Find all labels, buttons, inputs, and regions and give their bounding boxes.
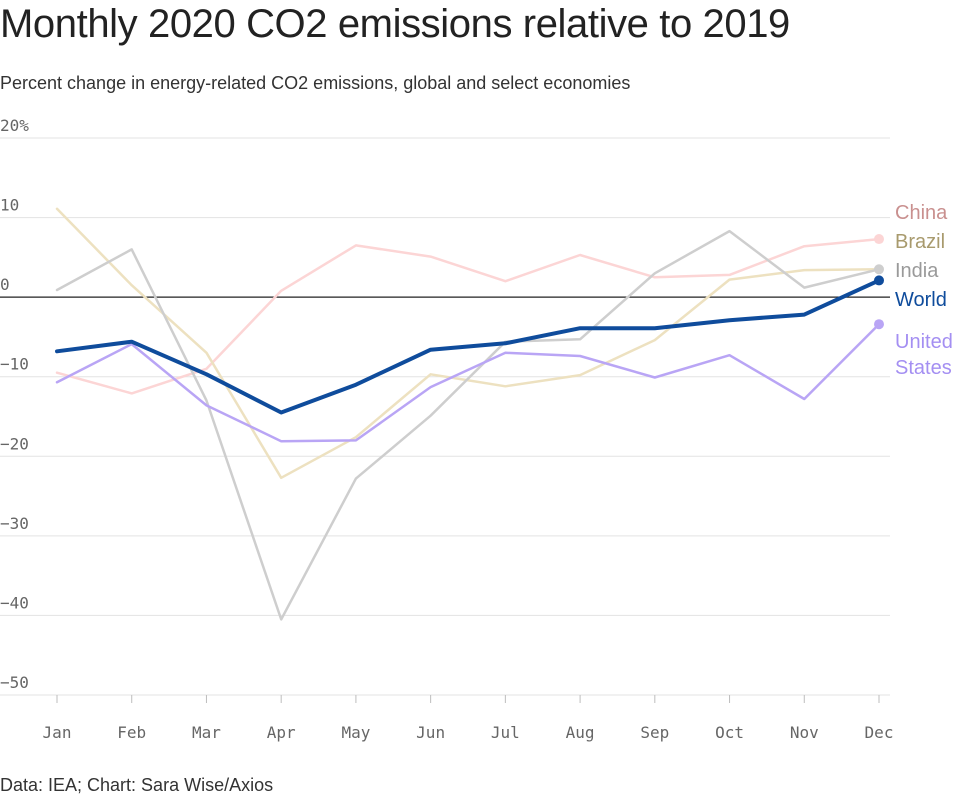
chart-title: Monthly 2020 CO2 emissions relative to 2… <box>0 2 790 46</box>
x-tick-label: May <box>341 723 370 742</box>
series-lines <box>55 207 881 621</box>
y-tick-label: −50 <box>0 673 29 692</box>
series-line-brazil <box>55 207 881 480</box>
series-label-united-states: States <box>895 357 952 379</box>
series-line-world <box>55 278 881 415</box>
x-axis-ticks: Jan Feb Mar Apr May Jun Jul Aug Sep Oct Nov Dec <box>43 695 894 742</box>
series-label-china: China <box>895 202 948 224</box>
x-tick-label: Sep <box>640 723 669 742</box>
x-tick-label: Jan <box>43 723 72 742</box>
grid-lines <box>0 137 890 696</box>
x-tick-label: Nov <box>790 723 819 742</box>
series-end-markers <box>874 234 884 330</box>
y-tick-label: −10 <box>0 355 29 374</box>
series-label-world: World <box>895 289 947 311</box>
x-tick-label: Apr <box>267 723 296 742</box>
x-tick-label: Dec <box>865 723 894 742</box>
series-line-united-states <box>55 322 881 443</box>
end-marker-china <box>874 234 884 245</box>
x-tick-label: Oct <box>715 723 744 742</box>
end-marker-india <box>874 264 884 275</box>
series-line-india <box>55 229 881 621</box>
series-label-india: India <box>895 260 939 282</box>
series-label-brazil: Brazil <box>895 231 945 253</box>
series-labels: China Brazil India United States World <box>895 202 953 379</box>
y-axis-ticks: 20% 10 0 −10 −20 −30 −40 −50 <box>0 116 29 692</box>
y-tick-label: −20 <box>0 434 29 453</box>
chart-subtitle: Percent change in energy-related CO2 emi… <box>0 73 631 93</box>
end-marker-united-states <box>874 319 884 330</box>
y-tick-label: −40 <box>0 593 29 612</box>
y-tick-label: 0 <box>0 275 10 294</box>
x-tick-label: Feb <box>117 723 146 742</box>
x-tick-label: Jul <box>491 723 520 742</box>
x-tick-label: Mar <box>192 723 221 742</box>
y-tick-label: 10 <box>0 196 19 215</box>
x-tick-label: Aug <box>566 723 595 742</box>
y-tick-label: −30 <box>0 514 29 533</box>
end-marker-world <box>874 275 884 286</box>
y-tick-label: 20% <box>0 116 29 135</box>
x-tick-label: Jun <box>416 723 445 742</box>
source-note: Data: IEA; Chart: Sara Wise/Axios <box>0 775 274 795</box>
series-label-united-states: United <box>895 331 953 353</box>
